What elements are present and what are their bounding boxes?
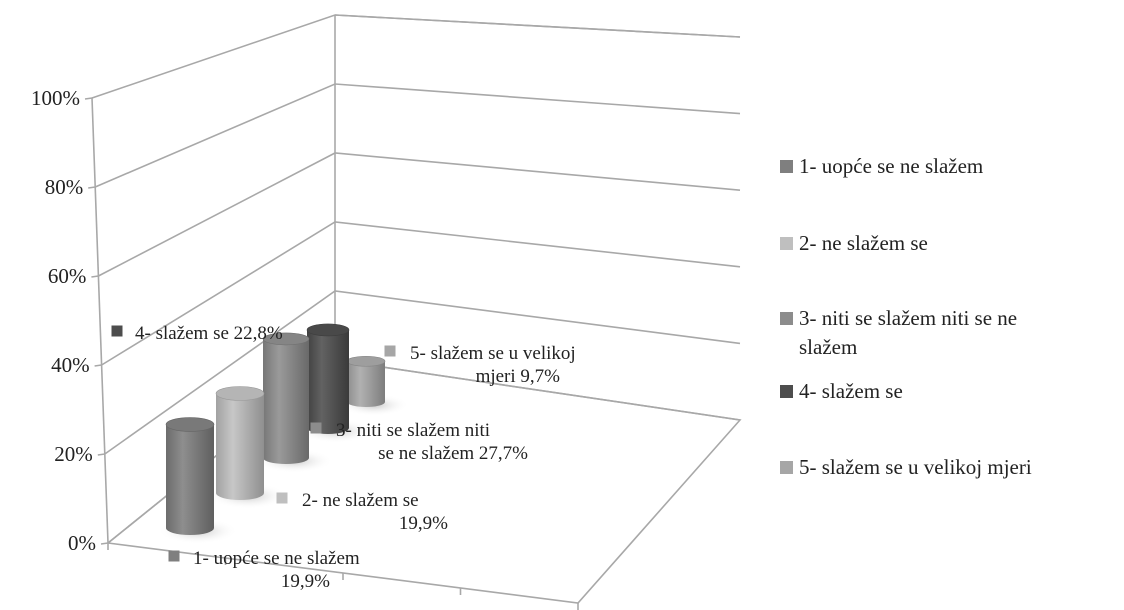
y-tick-mark (91, 275, 99, 278)
legend-swatch (780, 385, 793, 398)
legend-item: 4- slažem se (780, 377, 1120, 406)
y-axis-line (91, 97, 109, 544)
y-tick-mark (100, 542, 109, 545)
bar-body (216, 393, 264, 500)
bar-top (306, 323, 350, 337)
data-label-text: se ne slažem 27,7% (378, 443, 528, 464)
gridline (98, 152, 741, 277)
legend-label: 2- ne slažem se (799, 231, 928, 255)
gridline (334, 14, 741, 38)
y-axis-ticks: 0% 20% 40% 60% 80% 100% (31, 86, 109, 555)
bar-body (263, 338, 309, 464)
bar-body (307, 329, 349, 434)
y-tick-label: 40% (51, 353, 90, 377)
bar (158, 417, 238, 544)
y-tick-mark (84, 97, 93, 100)
bar-top (165, 417, 215, 432)
data-label-marker (384, 345, 396, 357)
legend-label: 1- uopće se ne slažem (799, 154, 984, 178)
data-label-text: 19,9% (281, 571, 330, 592)
y-tick-label: 20% (54, 442, 93, 466)
legend-item: 1- uopće se ne slažem (780, 152, 1120, 181)
bar-body (166, 424, 214, 535)
legend-swatch (780, 237, 793, 250)
bar (339, 355, 409, 416)
bar (255, 332, 333, 473)
y-tick-label: 100% (31, 86, 80, 110)
bar-top (346, 355, 386, 367)
data-label-marker (111, 325, 123, 337)
bar-top (215, 386, 265, 401)
data-label-text: 3- niti se slažem niti (336, 420, 490, 441)
data-label-text: mjeri 9,7% (476, 366, 561, 387)
bar (208, 386, 288, 509)
data-label-marker (276, 492, 288, 504)
data-label-text: 4- slažem se 22,8% (135, 323, 283, 344)
legend-swatch (780, 160, 793, 173)
bar-top (262, 332, 310, 346)
legend-label: 5- slažem se u velikoj mjeri (799, 455, 1032, 479)
bar-body (347, 361, 385, 407)
y-tick-label: 60% (48, 264, 87, 288)
legend-label: 4- slažem se (799, 379, 903, 403)
data-label-text: 2- ne slažem se (302, 490, 419, 511)
y-tick-label: 80% (45, 175, 84, 199)
data-label-marker (168, 550, 180, 562)
y-tick-mark (94, 364, 102, 367)
legend-item: 5- slažem se u velikoj mjeri (780, 453, 1120, 482)
bars (158, 323, 409, 544)
gridline (91, 14, 741, 99)
legend-item: 2- ne slažem se (780, 229, 1120, 258)
y-tick-mark (97, 453, 105, 456)
data-label-text: 19,9% (399, 513, 448, 534)
legend: 1- uopće se ne slažem 2- ne slažem se 3- n… (780, 0, 1124, 610)
gridline (94, 83, 741, 188)
data-label-text: 5- slažem se u velikoj (410, 343, 576, 364)
legend-swatch (780, 461, 793, 474)
data-label-text: 1- uopće se ne slažem (193, 548, 360, 569)
legend-item: 3- niti se slažem niti se ne slažem (780, 304, 1120, 362)
legend-label: 3- niti se slažem niti se ne slažem (799, 306, 1018, 359)
y-tick-mark (88, 186, 96, 189)
data-label-marker (310, 422, 322, 434)
y-tick-label: 0% (68, 531, 96, 555)
data-label: 4- slažem se 22,8% (111, 323, 283, 344)
legend-swatch (780, 312, 793, 325)
